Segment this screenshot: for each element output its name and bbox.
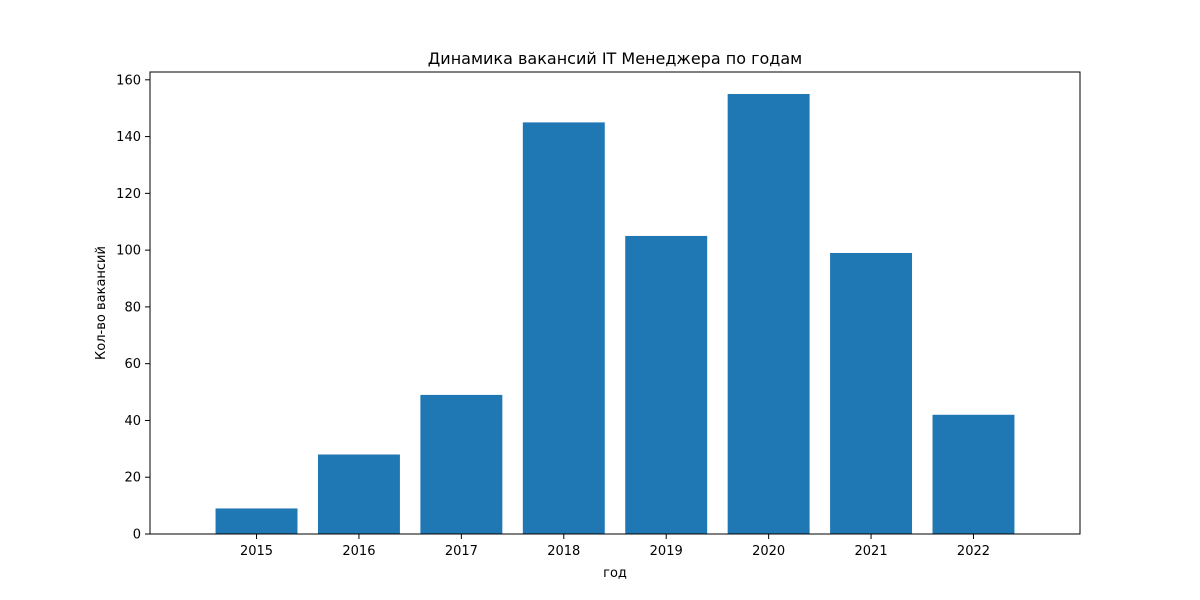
bars-group [215,94,1015,535]
y-tick-label-140: 140 [116,130,141,145]
y-tick-label-20: 20 [124,471,141,486]
bar-2018 [522,122,605,535]
bar-2016 [317,454,400,534]
x-tick-label-2016: 2016 [342,544,375,559]
bar-2015 [215,508,298,534]
y-axis-label: Кол-во вакансий [94,246,109,360]
x-axis: 2015 2016 2017 2018 2019 2020 2021 2022 [240,534,990,559]
y-tick-label-80: 80 [124,300,141,315]
chart-title: Динамика вакансий IT Менеджера по годам [428,49,802,68]
y-tick-label-40: 40 [124,414,141,429]
y-tick-label-160: 160 [116,73,141,88]
bar-2022 [932,414,1015,534]
x-tick-label-2017: 2017 [445,544,478,559]
y-tick-label-120: 120 [116,187,141,202]
bar-2019 [625,235,708,534]
y-tick-label-60: 60 [124,357,141,372]
x-tick-label-2018: 2018 [547,544,580,559]
y-axis: 0 20 40 60 80 100 120 140 160 [116,73,150,543]
x-tick-label-2022: 2022 [957,544,990,559]
x-tick-label-2020: 2020 [752,544,785,559]
x-tick-label-2015: 2015 [240,544,273,559]
bar-2020 [727,94,810,534]
x-axis-label: год [603,566,627,581]
plot-frame [149,71,1081,535]
y-tick-label-100: 100 [116,244,141,259]
bar-2017 [420,394,503,534]
x-tick-label-2021: 2021 [855,544,888,559]
x-tick-label-2019: 2019 [650,544,683,559]
bar-2021 [830,252,913,534]
y-tick-label-0: 0 [133,528,141,543]
